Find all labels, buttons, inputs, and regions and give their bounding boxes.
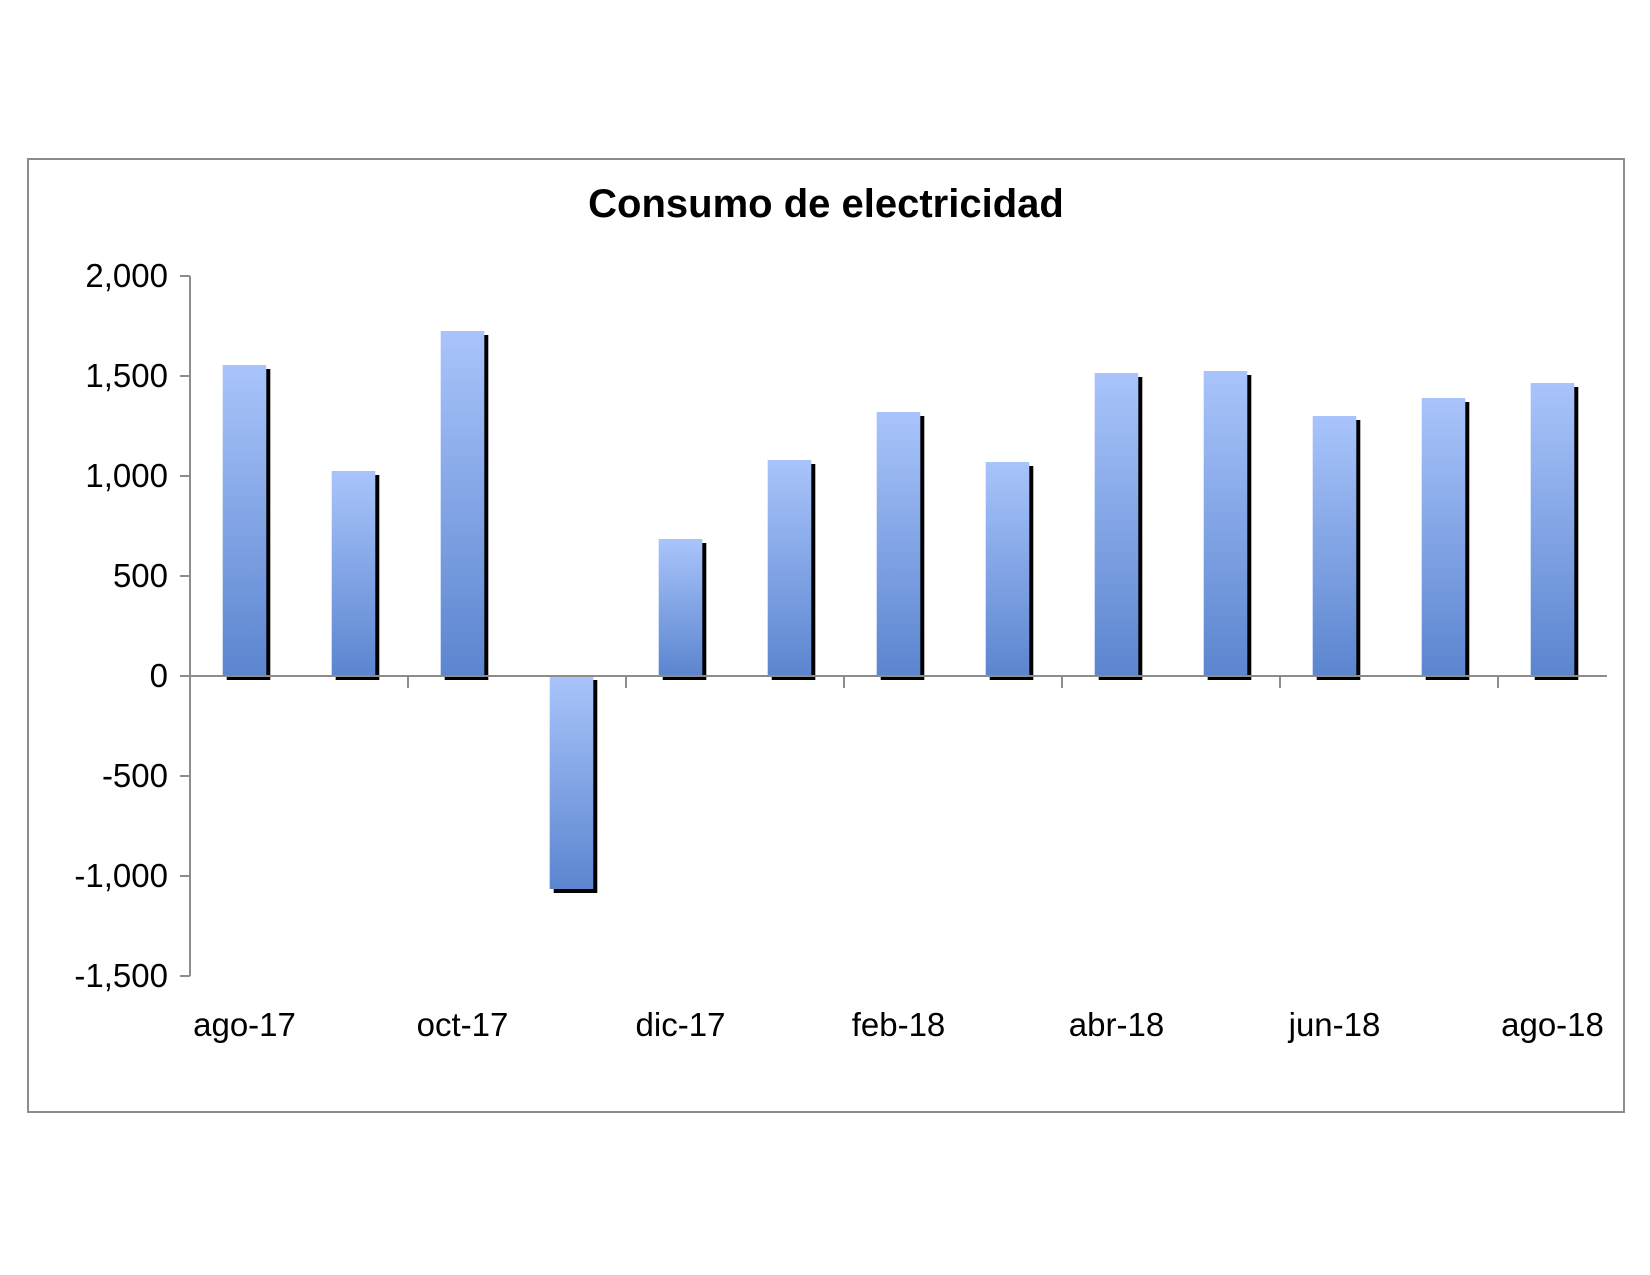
x-tick-label: dic-17 <box>636 1006 726 1043</box>
bar <box>1421 398 1466 676</box>
bar <box>222 365 267 676</box>
x-tick-label: jun-18 <box>1288 1006 1381 1043</box>
axes-layer <box>180 275 1607 977</box>
bar <box>876 412 921 676</box>
bar <box>549 676 594 889</box>
bar <box>985 462 1030 676</box>
y-tick-label: 500 <box>113 557 168 594</box>
bar <box>1530 383 1575 676</box>
bar <box>658 539 703 676</box>
y-tick-label: -1,500 <box>74 957 168 994</box>
bar <box>440 331 485 676</box>
bar <box>331 471 376 676</box>
bar <box>1094 373 1139 676</box>
chart-plot: 2,000 1,500 1,000 500 0 -500 -1,000 -1,500 ago-1… <box>74 257 1607 1043</box>
y-tick-label: 1,500 <box>85 357 168 394</box>
bar <box>1312 416 1357 676</box>
bars-layer <box>222 331 1579 893</box>
y-tick-label: 1,000 <box>85 457 168 494</box>
chart-title: Consumo de electricidad <box>588 182 1064 226</box>
y-tick-label: 0 <box>150 657 168 694</box>
bar <box>1203 371 1248 676</box>
x-tick-label: abr-18 <box>1069 1006 1164 1043</box>
x-tick-label: ago-17 <box>193 1006 296 1043</box>
labels-layer: 2,000 1,500 1,000 500 0 -500 -1,000 -1,500 ago-1… <box>74 257 1603 1043</box>
chart-frame: Consumo de electricidad 2,000 1,500 1,000 5… <box>27 158 1625 1113</box>
y-tick-label: 2,000 <box>85 257 168 294</box>
x-tick-label: oct-17 <box>417 1006 509 1043</box>
x-tick-label: feb-18 <box>852 1006 946 1043</box>
y-tick-label: -500 <box>102 757 168 794</box>
bar <box>767 460 812 676</box>
y-tick-label: -1,000 <box>74 857 168 894</box>
x-tick-label: ago-18 <box>1501 1006 1604 1043</box>
